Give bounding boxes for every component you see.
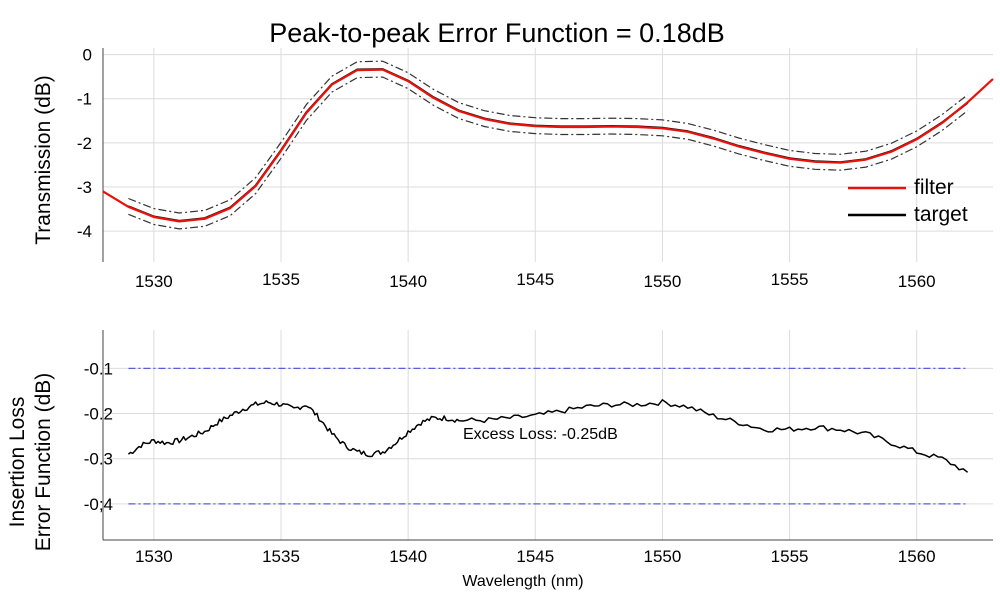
bottom-x-tick-label: 1545: [516, 547, 554, 566]
bottom-x-tick-label: 1550: [644, 547, 682, 566]
bottom-x-tick-label: 1555: [771, 547, 809, 566]
tolerance-lower-line: [128, 76, 968, 230]
top-ticks: 1530 1535 1540 1545 1550 1555 1560 0 -1 -2 -3 -4: [77, 46, 936, 291]
top-y-tick-label: 0: [83, 46, 92, 65]
bottom-x-tick-label: 1540: [389, 547, 427, 566]
legend: filter target: [848, 176, 968, 226]
error-function-series-line: [127, 399, 969, 473]
top-x-tick-label: 1530: [135, 272, 173, 291]
bottom-y-tick-label: -0.2: [84, 405, 113, 424]
top-y-tick-label: -4: [77, 222, 92, 241]
bottom-x-tick-label: 1535: [262, 547, 300, 566]
bottom-ticks: 1530 1535 1540 1545 1550 1555 1560 -0.1 -0.2 -0.3…: [84, 359, 936, 566]
top-x-tick-label: 1555: [771, 270, 809, 289]
top-y-tick-label: -1: [77, 90, 92, 109]
top-x-tick-label: 1535: [262, 270, 300, 289]
top-x-tick-label: 1540: [389, 272, 427, 291]
top-y-tick-label: -2: [77, 134, 92, 153]
tolerance-upper-line: [128, 60, 968, 214]
bottom-y-axis-label-line2: Error Function (dB): [32, 373, 55, 552]
top-x-tick-label: 1550: [644, 272, 682, 291]
transmission-chart: Peak-to-peak Error Function = 0.18dB 153…: [32, 18, 994, 291]
top-y-tick-label: -3: [77, 178, 92, 197]
bottom-y-tick-label: -0.3: [84, 450, 113, 469]
top-grid: [102, 48, 993, 262]
excess-loss-annotation: Excess Loss: -0.25dB: [463, 426, 618, 443]
bottom-y-axis-label-line1: Insertion Loss: [6, 397, 29, 528]
bottom-y-tick-label: -0.1: [84, 359, 113, 378]
legend-filter-label: filter: [914, 176, 954, 199]
chart-title: Peak-to-peak Error Function = 0.18dB: [269, 18, 725, 48]
legend-target-label: target: [914, 203, 968, 226]
target-series-line: [127, 68, 969, 223]
error-function-chart: 1530 1535 1540 1545 1550 1555 1560 -0.1 -0.2 -0.3…: [6, 330, 993, 590]
top-x-tick-label: 1560: [898, 272, 936, 291]
tolerance-band: [128, 60, 968, 230]
bottom-x-tick-label: 1530: [135, 547, 173, 566]
limit-lines: [128, 367, 968, 505]
filter-series-line: [102, 68, 994, 223]
bottom-x-tick-label: 1560: [898, 547, 936, 566]
bottom-series: [127, 399, 969, 473]
top-series: [102, 68, 994, 223]
bottom-y-tick-label: -0;4: [84, 495, 113, 514]
top-x-tick-label: 1545: [516, 270, 554, 289]
x-axis-label: Wavelength (nm): [462, 573, 583, 590]
top-y-axis-label: Transmission (dB): [32, 75, 55, 245]
